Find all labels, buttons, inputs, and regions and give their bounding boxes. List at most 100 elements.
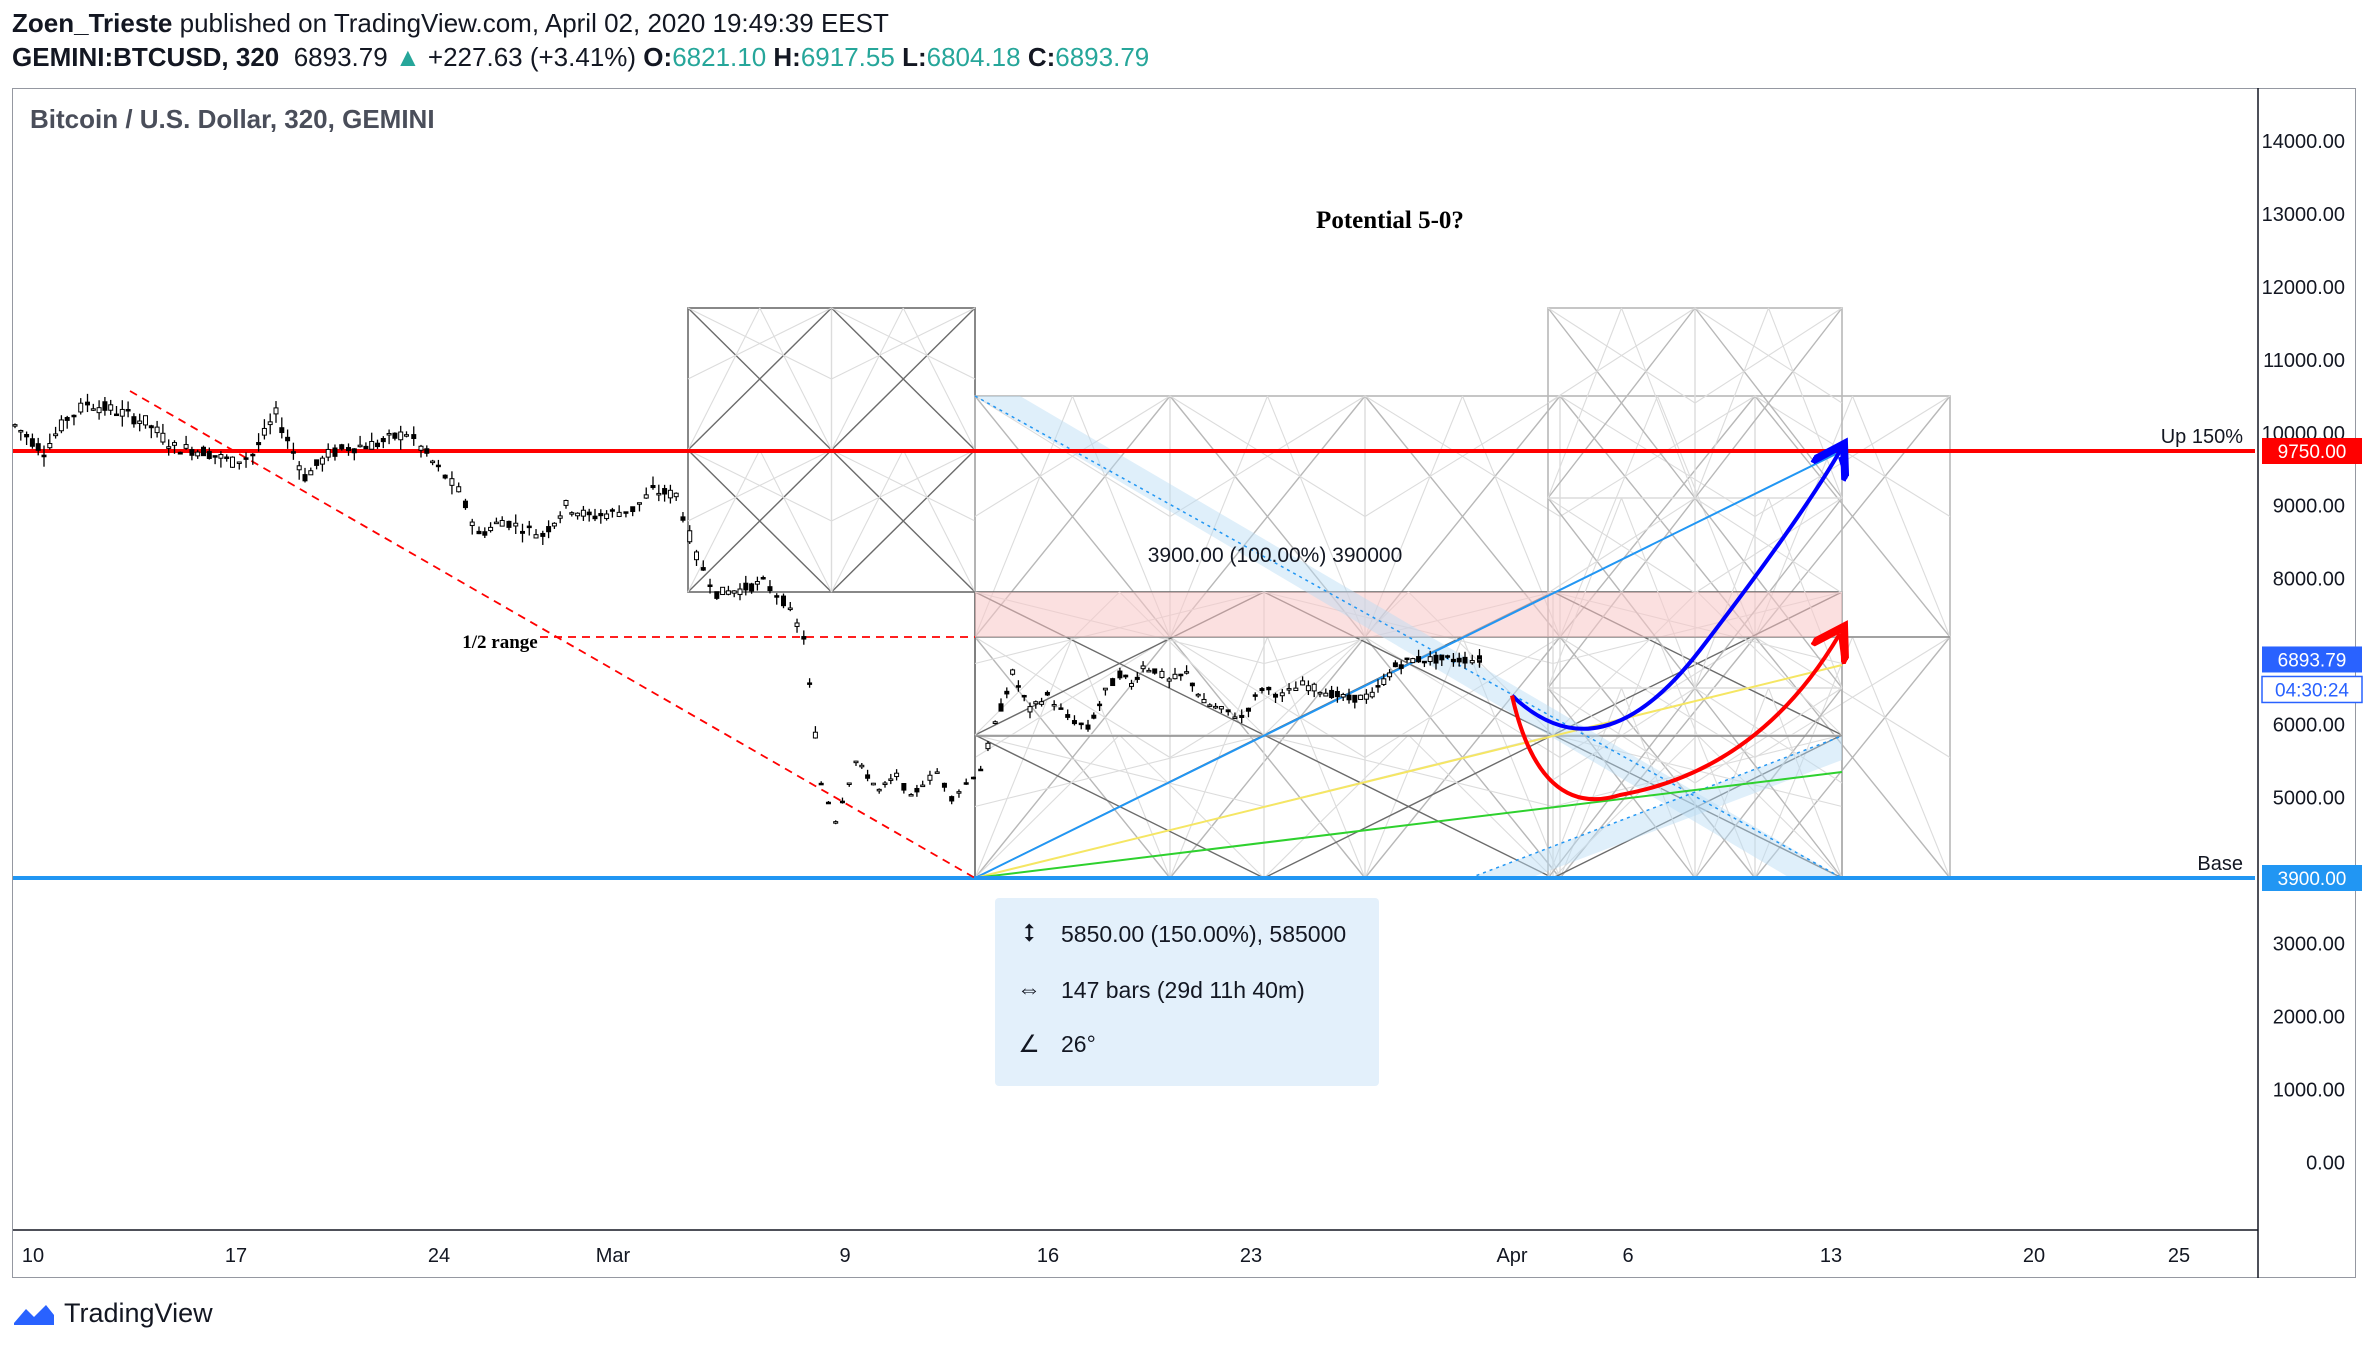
candle-body [1232, 716, 1238, 719]
candle-body [195, 451, 201, 457]
candle-body [754, 581, 760, 585]
candle-body [29, 438, 35, 447]
candle-body [1225, 709, 1231, 713]
axis-layer: 14000.0013000.0012000.0011000.0010000.00… [13, 88, 2363, 1278]
candle-body [351, 448, 357, 454]
candle-body [1433, 654, 1439, 664]
candle-body [598, 513, 604, 517]
gann-box-diagonal [1559, 636, 1756, 879]
candle-body [261, 427, 267, 436]
candle-body [1369, 691, 1375, 698]
candle-body [131, 416, 137, 425]
high-value: 6917.55 [800, 42, 895, 72]
candle-body [1004, 690, 1010, 695]
candle-body [580, 509, 586, 517]
gann-box-fan [1767, 687, 1843, 879]
candle-body [1469, 660, 1475, 664]
price-range-icon: ⭥ [1022, 920, 1036, 947]
gann-box-fan [1694, 687, 1770, 879]
candle-body [154, 426, 160, 434]
candle-body [707, 584, 713, 588]
candle-body [1392, 662, 1398, 668]
candle-body [662, 488, 668, 495]
candle-body [513, 522, 519, 527]
tradingview-brand[interactable]: TradingView [12, 1298, 213, 1329]
measure-tooltip: ⭥ 5850.00 (150.00%), 585000 ⇔ 147 bars (… [995, 898, 1379, 1086]
candle-body [236, 461, 242, 464]
candle-body [656, 492, 662, 496]
candle-body [985, 742, 991, 750]
candle-body [308, 470, 314, 476]
gann-box-diagonal [831, 307, 976, 451]
candle-body [882, 782, 888, 786]
candle-body [108, 404, 114, 411]
candle-body [201, 446, 206, 457]
candle-body [418, 445, 424, 451]
gann-box-fan [1071, 636, 1171, 879]
candle-body [694, 551, 699, 561]
candle-body [319, 457, 325, 465]
candle-body [1346, 694, 1352, 701]
candle-body [160, 432, 166, 443]
annotation-half-range: 1/2 range [462, 632, 537, 653]
candle-body [714, 591, 720, 599]
level-up-label: Up 150% [2161, 426, 2243, 448]
candle-body [285, 436, 291, 442]
gann-box-fan [1620, 687, 1696, 879]
candle-body [609, 509, 615, 512]
candle-body [1134, 676, 1140, 680]
countdown-tag: 04:30:24 [2275, 680, 2349, 701]
gann-box-fan [1461, 636, 1561, 879]
candle-body [224, 456, 230, 460]
candle-body [346, 447, 351, 452]
candle-body [859, 764, 865, 768]
gann-box-fan [1119, 734, 1265, 879]
candle-body [818, 782, 824, 786]
candle-body [1462, 656, 1468, 664]
candle-body [78, 402, 84, 413]
candle-body [551, 522, 557, 527]
candle-body [743, 582, 749, 591]
candle-body [506, 520, 512, 528]
low-label: L: [902, 42, 927, 72]
price-series-layer [12, 393, 1482, 825]
candle-body [102, 401, 108, 411]
candle-body [1445, 655, 1451, 658]
annotation-range-label: 3900.00 (100.00%) 390000 [1148, 544, 1403, 567]
candle-body [47, 443, 53, 449]
shaded-zones [974, 395, 1843, 879]
candle-body [1027, 706, 1033, 713]
candle-body [1293, 687, 1299, 692]
pink-zone [975, 592, 1842, 637]
candle-body [411, 434, 417, 440]
candle-body [978, 768, 984, 772]
candle-body [949, 796, 955, 802]
candle-body [1195, 693, 1201, 697]
close-label: C: [1027, 42, 1056, 72]
gann-box-fan [974, 395, 1171, 517]
x-tick-label: 23 [1240, 1245, 1262, 1267]
gann-box-fan [1851, 395, 1951, 638]
candle-body [119, 408, 125, 417]
candle-body [1266, 686, 1272, 691]
candle-body [53, 433, 59, 437]
candle-body [1245, 707, 1251, 712]
candle-body [1387, 672, 1393, 678]
candle-body [1259, 688, 1265, 692]
candle-body [1450, 658, 1456, 663]
gann-box-fan [831, 449, 904, 593]
candle-body [96, 407, 102, 414]
gann-box-diagonal [1754, 636, 1951, 879]
gann-box-diagonal [1552, 734, 1843, 879]
candle-body [375, 442, 380, 448]
candle-body [462, 500, 468, 509]
author-name[interactable]: Zoen_Trieste [12, 8, 173, 38]
candle-body [731, 590, 737, 594]
low-value: 6804.18 [926, 42, 1021, 72]
candle-body [865, 774, 871, 779]
annotation-title: Potential 5-0? [1316, 207, 1464, 234]
candle-body [1039, 701, 1045, 705]
candle-body [636, 502, 642, 505]
candle-body [1091, 714, 1097, 719]
